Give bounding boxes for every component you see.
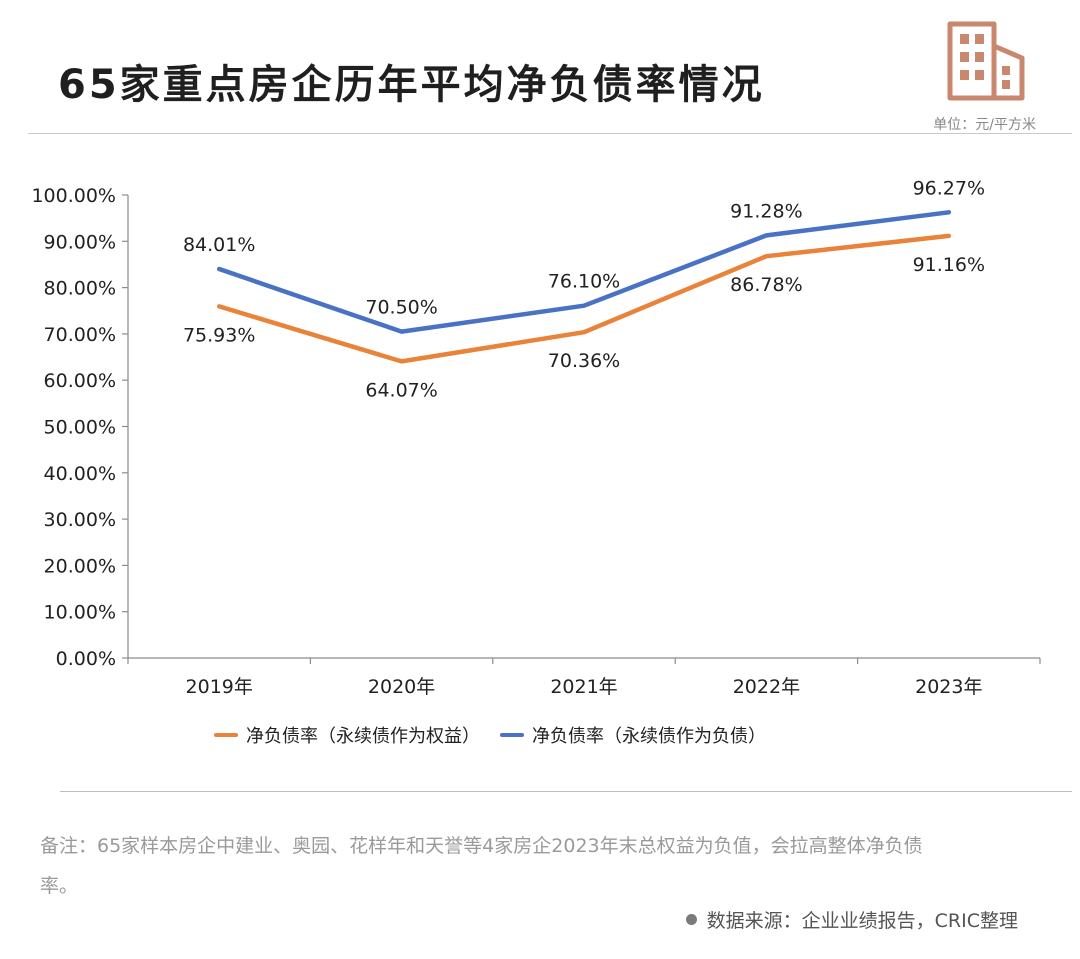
data-label-debt: 76.10% bbox=[548, 271, 620, 293]
x-tick-label: 2022年 bbox=[733, 676, 800, 698]
page-title: 65家重点房企历年平均净负债率情况 bbox=[58, 62, 765, 108]
x-tick-label: 2019年 bbox=[186, 676, 253, 698]
data-label-equity: 64.07% bbox=[365, 379, 437, 401]
y-tick-label: 90.00% bbox=[44, 231, 116, 253]
building-icon bbox=[947, 21, 1025, 101]
y-tick-label: 30.00% bbox=[44, 509, 116, 531]
series-line-debt bbox=[216, 210, 952, 334]
x-axis: 2019年 2020年 2021年 2022年 2023年 bbox=[127, 657, 1041, 698]
data-source-text: 数据来源：企业业绩报告，CRIC整理 bbox=[706, 910, 1018, 932]
y-tick-label: 0.00% bbox=[56, 648, 116, 670]
data-label-debt: 70.50% bbox=[365, 297, 437, 319]
legend-swatch-blue bbox=[500, 733, 524, 737]
data-label-equity: 70.36% bbox=[548, 350, 620, 372]
data-label-debt: 91.28% bbox=[730, 200, 802, 222]
line-chart: 0.00% 10.00% 20.00% 30.00% 40.00% 50.00% 60.00… bbox=[31, 177, 1041, 698]
footer-divider bbox=[60, 791, 1072, 792]
x-tick-label: 2021年 bbox=[550, 676, 617, 698]
data-label-debt: 96.27% bbox=[913, 177, 985, 199]
data-label-layer: 75.93% 64.07% 70.36% 86.78% 91.16% 84.01% 70.5… bbox=[183, 177, 985, 401]
legend-swatch-orange bbox=[214, 733, 238, 737]
data-label-equity: 91.16% bbox=[913, 254, 985, 276]
legend-label-equity: 净负债率（永续债作为权益） bbox=[246, 726, 480, 747]
legend-item-equity: 净负债率（永续债作为权益） bbox=[214, 722, 480, 748]
y-tick-label: 10.00% bbox=[44, 602, 116, 624]
data-source: 数据来源：企业业绩报告，CRIC整理 bbox=[685, 906, 1018, 933]
legend: 净负债率（永续债作为权益） 净负债率（永续债作为负债） bbox=[214, 722, 766, 748]
footnote: 备注：65家样本房企中建业、奥园、花样年和天誉等4家房企2023年末总权益为负值… bbox=[40, 835, 923, 897]
x-tick-label: 2020年 bbox=[368, 676, 435, 698]
series-layer bbox=[216, 210, 952, 364]
series-line-equity bbox=[216, 233, 952, 364]
y-tick-label: 40.00% bbox=[44, 463, 116, 485]
bullet-icon bbox=[685, 914, 697, 925]
header-divider bbox=[28, 133, 1072, 134]
y-tick-label: 20.00% bbox=[44, 555, 116, 577]
y-tick-label: 50.00% bbox=[44, 417, 116, 439]
data-label-debt: 84.01% bbox=[183, 234, 255, 256]
legend-label-debt: 净负债率（永续债作为负债） bbox=[532, 726, 766, 747]
y-tick-label: 70.00% bbox=[44, 324, 116, 346]
data-label-equity: 86.78% bbox=[730, 274, 802, 296]
x-tick-label: 2023年 bbox=[915, 676, 982, 698]
data-label-equity: 75.93% bbox=[183, 324, 255, 346]
unit-label: 单位：元/平方米 bbox=[933, 117, 1036, 133]
y-tick-label: 60.00% bbox=[44, 370, 116, 392]
y-tick-label: 100.00% bbox=[31, 185, 116, 207]
y-tick-label: 80.00% bbox=[44, 278, 116, 300]
legend-item-debt: 净负债率（永续债作为负债） bbox=[500, 722, 766, 748]
y-axis: 0.00% 10.00% 20.00% 30.00% 40.00% 50.00% 60.00… bbox=[31, 185, 129, 670]
